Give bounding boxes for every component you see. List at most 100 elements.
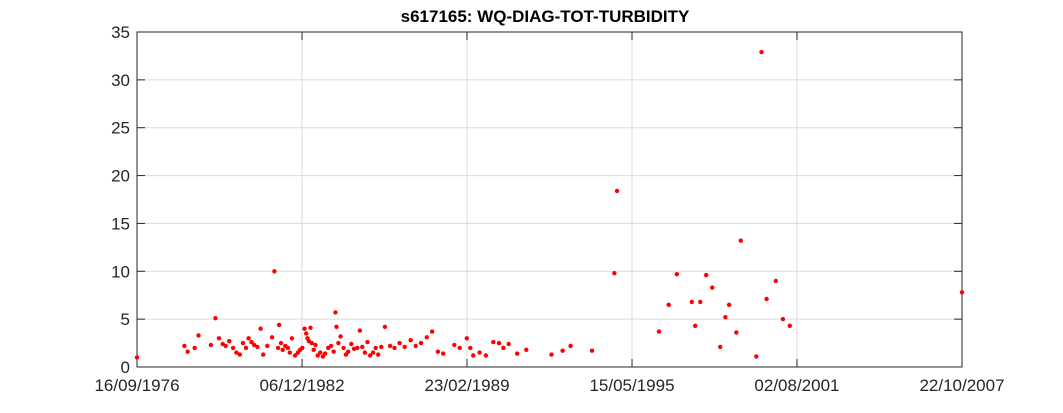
x-tick-label: 22/10/2007 (919, 376, 1004, 395)
data-point (252, 342, 257, 348)
data-point (269, 335, 275, 340)
data-point (368, 353, 373, 358)
y-tick-label: 25 (111, 119, 130, 138)
data-point (506, 341, 511, 347)
data-point (351, 346, 357, 351)
data-point (192, 345, 197, 351)
data-point (302, 326, 307, 331)
data-point (382, 324, 388, 329)
data-point (272, 269, 277, 274)
data-point (483, 353, 489, 358)
data-point (402, 344, 407, 350)
data-point (710, 285, 715, 290)
data-point (196, 333, 201, 338)
plot-area (137, 32, 962, 367)
y-tick-label: 0 (121, 358, 130, 377)
data-point (341, 345, 346, 351)
data-point (261, 352, 266, 357)
data-point (693, 323, 698, 328)
y-tick-label: 30 (111, 71, 130, 90)
data-point (258, 326, 263, 331)
data-point (379, 344, 384, 350)
data-point (612, 271, 617, 276)
y-tick-label: 35 (111, 23, 130, 42)
data-point (275, 345, 281, 351)
data-point (360, 344, 365, 350)
data-point (435, 349, 441, 354)
data-point (357, 328, 363, 333)
data-point (208, 342, 214, 348)
data-point (441, 351, 446, 356)
data-point (373, 345, 378, 351)
x-tick-label: 16/09/1976 (94, 376, 179, 395)
axes-box (136, 31, 963, 368)
data-point (718, 344, 723, 350)
data-point (759, 49, 764, 55)
data-point (365, 339, 370, 345)
data-point (429, 329, 435, 334)
data-point (334, 324, 339, 329)
chart-title: s617165: WQ-DIAG-TOT-TURBIDITY (401, 7, 690, 26)
data-point (240, 340, 246, 346)
data-point (568, 343, 573, 349)
data-point (457, 345, 462, 351)
data-point (738, 238, 743, 243)
data-point (471, 353, 476, 358)
data-point (265, 343, 270, 349)
data-point (322, 351, 328, 356)
data-point (413, 343, 418, 349)
data-point (276, 322, 282, 328)
data-point (773, 278, 778, 284)
data-point (318, 350, 323, 355)
data-point (311, 347, 316, 352)
data-point (496, 340, 502, 346)
data-point (408, 338, 413, 343)
data-point (227, 339, 232, 344)
data-point (280, 347, 285, 352)
data-point (959, 290, 965, 295)
data-point (355, 345, 360, 351)
data-point (656, 329, 662, 334)
data-point (182, 343, 187, 349)
data-point (674, 272, 679, 277)
data-point (560, 348, 565, 353)
data-point (213, 316, 218, 321)
data-point (216, 336, 222, 341)
data-point (787, 323, 792, 328)
data-point (704, 272, 709, 278)
data-point (754, 354, 759, 359)
data-point (464, 336, 469, 341)
data-point (336, 340, 341, 346)
data-point (376, 352, 381, 357)
data-point (468, 345, 473, 351)
data-point (362, 350, 368, 355)
axes (136, 31, 963, 368)
x-tick-label: 23/02/1989 (424, 376, 509, 395)
data-point (614, 188, 620, 194)
tick-labels: 0 5 10 15 20 25 30 35 16/09/1976 06/12/1982 23/02/… (94, 23, 1004, 395)
data-point (246, 336, 251, 341)
y-tick-label: 5 (121, 310, 130, 329)
data-point (589, 348, 595, 353)
data-point (249, 339, 254, 345)
data-point (780, 316, 786, 322)
data-point (491, 339, 496, 345)
data-point (309, 340, 314, 346)
data-point (477, 350, 482, 355)
data-point (333, 310, 338, 315)
data-point (764, 296, 769, 302)
data-point (689, 299, 694, 305)
data-point (515, 351, 520, 356)
data-point (501, 345, 506, 351)
data-point (287, 350, 292, 355)
data-point (223, 343, 228, 349)
data-point (349, 341, 354, 347)
data-point (392, 345, 397, 351)
y-tick-label: 20 (111, 167, 130, 186)
data-point (292, 353, 298, 358)
data-point (338, 334, 343, 339)
y-tick-label: 15 (111, 214, 130, 233)
data-point (331, 349, 336, 354)
data-point (237, 352, 242, 357)
